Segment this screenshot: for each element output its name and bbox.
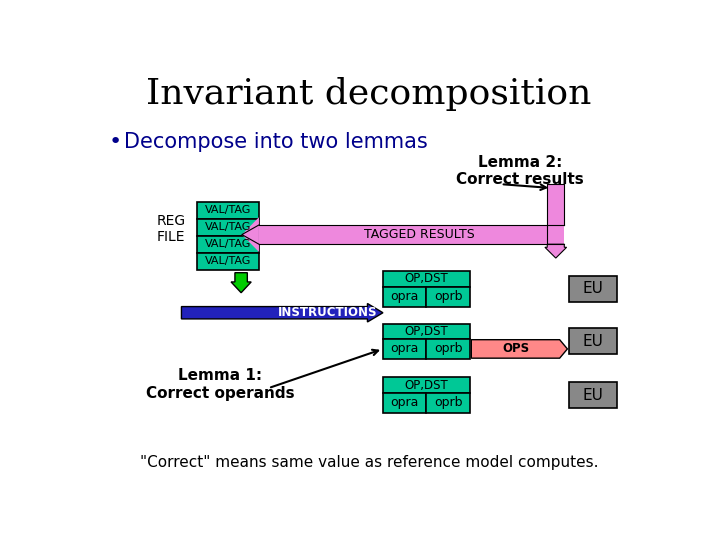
Bar — [383, 339, 426, 359]
Bar — [569, 276, 617, 302]
Text: OP,DST: OP,DST — [405, 379, 449, 392]
Bar — [383, 377, 469, 393]
Text: VAL/TAG: VAL/TAG — [204, 222, 251, 232]
Bar — [383, 393, 426, 413]
Bar — [197, 253, 259, 269]
Text: EU: EU — [582, 334, 603, 349]
Text: TAGGED RESULTS: TAGGED RESULTS — [364, 228, 474, 241]
Bar — [383, 323, 469, 339]
Text: opra: opra — [390, 290, 419, 303]
Text: OPS: OPS — [502, 342, 529, 355]
Text: •: • — [108, 132, 122, 152]
Bar — [197, 219, 259, 236]
Polygon shape — [242, 217, 259, 252]
Bar — [259, 225, 564, 244]
Bar — [383, 271, 469, 287]
Text: oprb: oprb — [433, 290, 462, 303]
Bar — [547, 184, 564, 244]
Bar — [569, 328, 617, 354]
Text: OP,DST: OP,DST — [405, 325, 449, 338]
Polygon shape — [472, 340, 567, 358]
Text: Lemma 1:
Correct operands: Lemma 1: Correct operands — [146, 368, 294, 401]
Text: Decompose into two lemmas: Decompose into two lemmas — [124, 132, 428, 152]
Bar — [426, 339, 469, 359]
Text: VAL/TAG: VAL/TAG — [204, 239, 251, 249]
FancyArrow shape — [231, 273, 251, 293]
Text: oprb: oprb — [433, 396, 462, 409]
Text: Invariant decomposition: Invariant decomposition — [146, 77, 592, 111]
Bar — [197, 236, 259, 253]
Text: EU: EU — [582, 281, 603, 296]
Bar — [426, 393, 469, 413]
Bar — [197, 202, 259, 219]
Text: oprb: oprb — [433, 342, 462, 355]
FancyArrow shape — [545, 244, 567, 258]
Text: INSTRUCTIONS: INSTRUCTIONS — [278, 306, 378, 319]
Text: opra: opra — [390, 396, 419, 409]
FancyArrow shape — [181, 303, 383, 322]
Text: "Correct" means same value as reference model computes.: "Correct" means same value as reference … — [140, 455, 598, 470]
Text: opra: opra — [390, 342, 419, 355]
Text: VAL/TAG: VAL/TAG — [204, 256, 251, 266]
Bar — [426, 287, 469, 307]
Text: Lemma 2:
Correct results: Lemma 2: Correct results — [456, 155, 584, 187]
Bar — [569, 382, 617, 408]
Text: REG
FILE: REG FILE — [157, 214, 186, 244]
Text: VAL/TAG: VAL/TAG — [204, 205, 251, 215]
Text: OP,DST: OP,DST — [405, 272, 449, 285]
Text: EU: EU — [582, 388, 603, 403]
Bar — [383, 287, 426, 307]
